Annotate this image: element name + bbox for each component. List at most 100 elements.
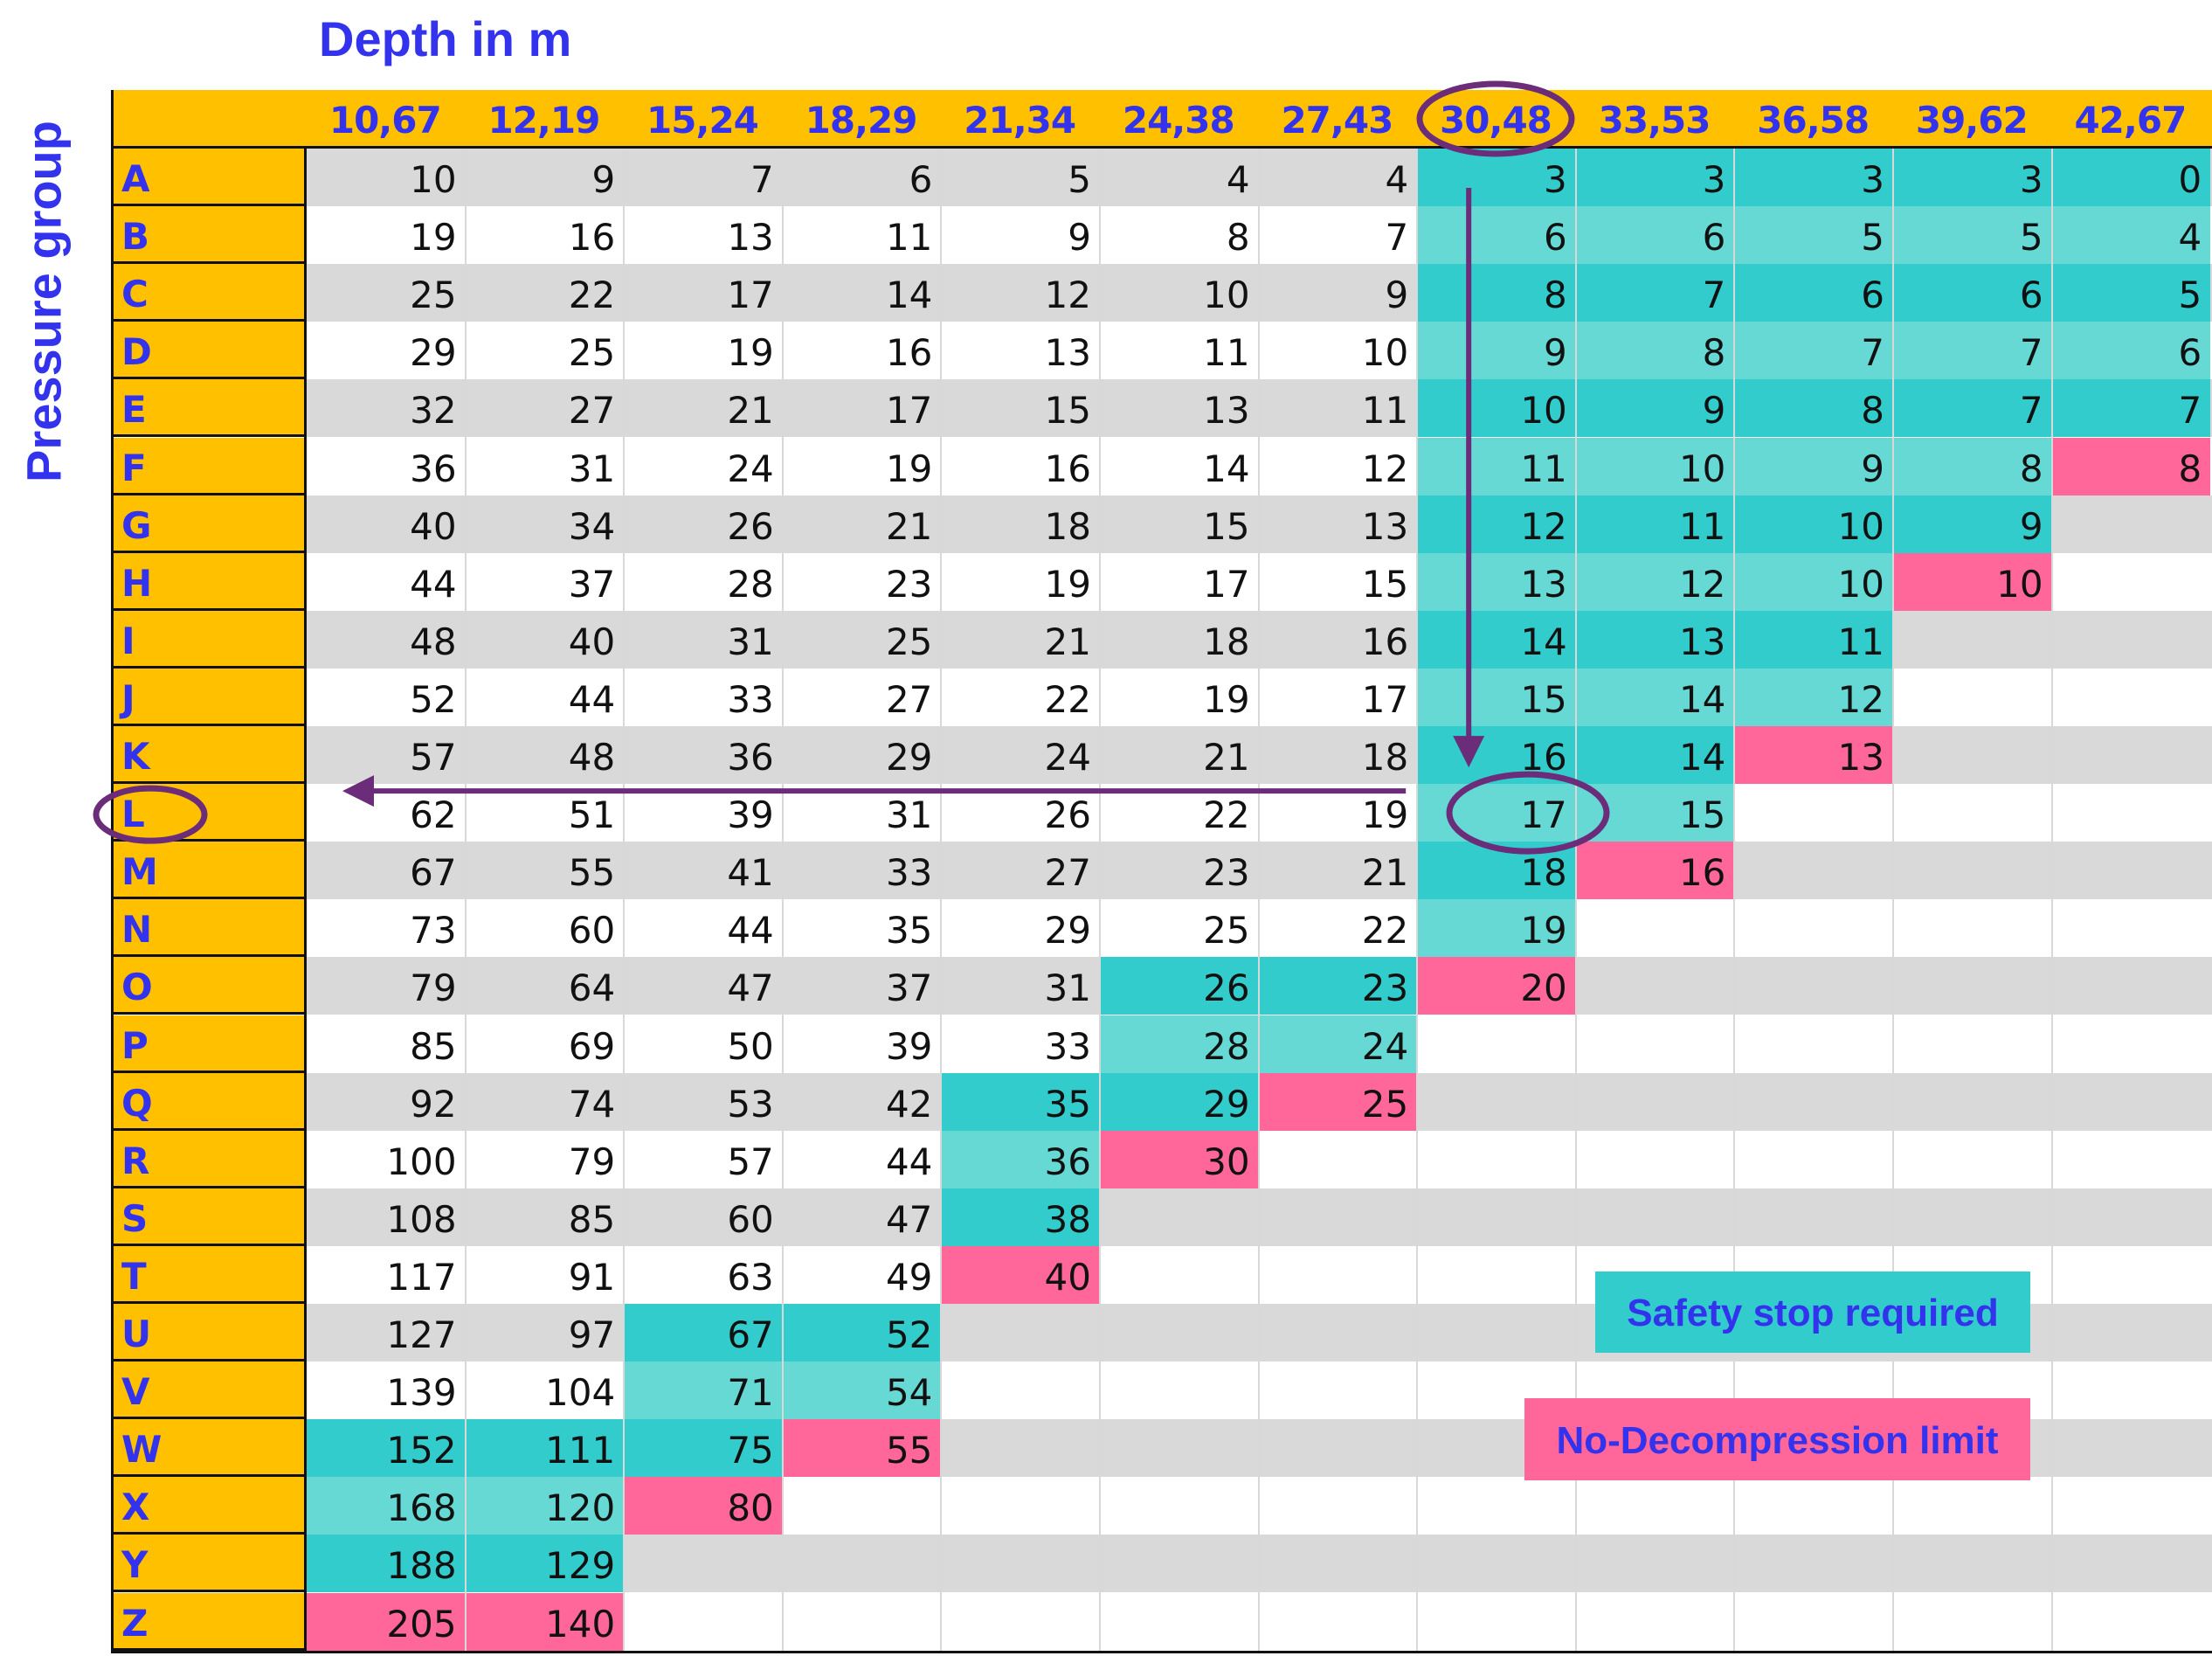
table-cell: 7 xyxy=(623,149,783,206)
table-cell xyxy=(2051,1593,2211,1651)
table-cell: 71 xyxy=(623,1362,783,1420)
table-cell: 104 xyxy=(465,1362,625,1419)
table-cell: 16 xyxy=(940,438,1100,495)
cell-value: 21 xyxy=(1361,851,1409,895)
table-cell: 36 xyxy=(623,726,783,784)
cell-value: 3 xyxy=(2019,158,2043,201)
table-cell: 19 xyxy=(1416,899,1576,958)
table-cell: 18 xyxy=(1416,842,1576,900)
table-cell: 23 xyxy=(1099,842,1259,899)
table-cell: 111 xyxy=(464,1419,625,1478)
cell-value: 5 xyxy=(1068,158,1091,201)
table-cell xyxy=(1099,1593,1259,1651)
cell-value: 29 xyxy=(885,736,933,779)
cell-value: 57 xyxy=(727,1140,774,1183)
cell-value: 13 xyxy=(1678,620,1726,663)
cell-value: 22 xyxy=(1361,909,1409,953)
table-cell xyxy=(1416,1477,1576,1535)
row-label: M xyxy=(113,842,304,900)
table-cell: 8 xyxy=(1416,264,1576,322)
row-label: R xyxy=(113,1130,304,1188)
cell-value: 31 xyxy=(568,447,616,490)
table-cell: 27 xyxy=(465,379,625,437)
cell-value: 6 xyxy=(2019,274,2043,317)
cell-value: 127 xyxy=(386,1313,457,1356)
row-label: O xyxy=(113,957,304,1015)
table-cell xyxy=(782,1477,942,1535)
table-cell: 31 xyxy=(465,438,625,495)
cell-value: 73 xyxy=(410,909,457,953)
table-cell: 13 xyxy=(1416,552,1576,611)
table-cell: 19 xyxy=(782,438,942,495)
row-label: Y xyxy=(113,1535,304,1593)
cell-value: 27 xyxy=(1044,851,1091,895)
table-cell: 28 xyxy=(1099,1015,1259,1073)
table-cell: 6 xyxy=(782,149,942,206)
cell-value: 5 xyxy=(2019,216,2043,260)
cell-value: 205 xyxy=(386,1602,457,1646)
table-cell: 40 xyxy=(940,1245,1100,1304)
cell-value: 97 xyxy=(568,1313,616,1356)
cell-value: 21 xyxy=(1044,620,1091,663)
row-label: W xyxy=(113,1419,304,1478)
row-label-text: C xyxy=(121,273,149,316)
cell-value: 19 xyxy=(885,447,933,490)
cell-value: 6 xyxy=(1702,216,1726,260)
table-cell: 27 xyxy=(782,669,942,726)
table-cell xyxy=(1416,1131,1576,1188)
table-cell: 28 xyxy=(623,553,783,611)
table-cell xyxy=(2051,1073,2211,1131)
table-cell: 44 xyxy=(306,553,466,611)
table-cell xyxy=(2051,1015,2211,1073)
table-cell: 55 xyxy=(465,842,625,899)
table-cell: 9 xyxy=(1258,264,1418,322)
table-cell: 9 xyxy=(1574,379,1735,438)
row-label-text: L xyxy=(121,793,145,836)
row-label-text: I xyxy=(121,619,135,662)
row-label-text: V xyxy=(121,1370,150,1414)
table-cell: 26 xyxy=(940,784,1100,842)
cell-value: 26 xyxy=(1044,793,1091,837)
table-cell: 14 xyxy=(782,264,942,322)
row-label: H xyxy=(113,552,304,611)
cell-value: 4 xyxy=(1226,158,1250,201)
row-label-text: R xyxy=(121,1139,150,1182)
cell-value: 33 xyxy=(885,851,933,895)
cell-value: 9 xyxy=(2019,504,2043,548)
table-cell: 25 xyxy=(1257,1072,1418,1131)
row-label-text: Y xyxy=(121,1543,149,1587)
table-cell: 25 xyxy=(465,322,625,379)
table-cell xyxy=(1733,1535,1893,1592)
table-cell xyxy=(1733,899,1893,957)
cell-value: 63 xyxy=(727,1255,774,1299)
table-cell xyxy=(1258,1188,1418,1246)
cell-value: 47 xyxy=(727,967,774,1010)
table-cell xyxy=(2051,553,2211,611)
table-cell: 11 xyxy=(1574,495,1735,553)
cell-value: 36 xyxy=(410,447,457,490)
row-label: A xyxy=(113,149,304,207)
table-cell xyxy=(1733,842,1893,899)
cell-value: 11 xyxy=(1837,620,1884,663)
table-cell: 79 xyxy=(465,1131,625,1188)
cell-value: 8 xyxy=(2019,447,2043,490)
table-cell: 27 xyxy=(940,842,1100,899)
table-cell: 10 xyxy=(1574,437,1735,495)
column-divider xyxy=(1416,149,1419,1651)
table-cell xyxy=(940,1362,1100,1419)
table-cell: 54 xyxy=(781,1362,942,1420)
table-cell: 52 xyxy=(781,1304,942,1362)
table-cell: 18 xyxy=(1258,726,1418,784)
table-cell xyxy=(1099,1188,1259,1246)
table-cell: 9 xyxy=(1733,437,1893,495)
table-cell: 6 xyxy=(2050,322,2211,380)
row-label-text: A xyxy=(121,157,150,200)
table-cell: 8 xyxy=(1574,322,1735,380)
table-cell xyxy=(1733,1477,1893,1535)
table-cell: 57 xyxy=(306,726,466,784)
table-cell xyxy=(2051,899,2211,957)
cell-value: 69 xyxy=(568,1024,616,1068)
table-cell: 9 xyxy=(465,149,625,206)
table-cell xyxy=(1575,1188,1735,1246)
cell-value: 7 xyxy=(2019,331,2043,375)
